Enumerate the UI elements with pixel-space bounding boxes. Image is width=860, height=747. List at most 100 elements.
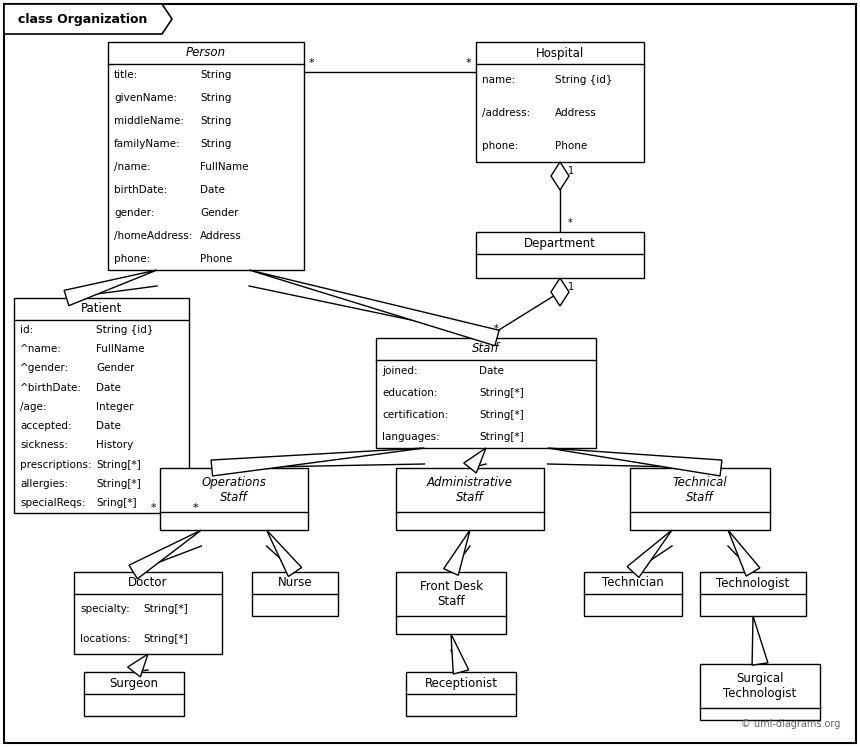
Text: Surgical
Technologist: Surgical Technologist (723, 672, 796, 700)
Text: String: String (200, 117, 231, 126)
Text: ^name:: ^name: (20, 344, 62, 354)
Text: Address: Address (200, 231, 242, 241)
Text: accepted:: accepted: (20, 421, 71, 431)
Text: name:: name: (482, 75, 515, 85)
Polygon shape (127, 654, 148, 677)
Polygon shape (627, 530, 672, 577)
Text: title:: title: (114, 70, 138, 81)
Polygon shape (752, 616, 768, 665)
Text: phone:: phone: (482, 140, 519, 151)
Bar (84, 672, 184, 716)
Text: Phone: Phone (200, 253, 232, 264)
Bar (396, 572, 506, 634)
Text: Technical
Staff: Technical Staff (673, 476, 728, 504)
Text: *: * (193, 503, 199, 513)
Text: Department: Department (524, 237, 596, 249)
Text: 1: 1 (568, 282, 574, 292)
Polygon shape (267, 530, 302, 577)
Polygon shape (464, 448, 486, 473)
Polygon shape (551, 162, 569, 190)
Text: Patient: Patient (81, 303, 122, 315)
Bar (584, 572, 682, 616)
Text: givenName:: givenName: (114, 93, 177, 103)
Text: Administrative
Staff: Administrative Staff (427, 476, 513, 504)
Polygon shape (4, 4, 172, 34)
Text: String[*]: String[*] (144, 634, 188, 644)
Text: String[*]: String[*] (479, 410, 524, 420)
Text: Address: Address (555, 108, 597, 118)
Text: String: String (200, 93, 231, 103)
Text: 1: 1 (568, 166, 574, 176)
Text: Receptionist: Receptionist (425, 677, 497, 689)
Text: FullName: FullName (200, 162, 249, 172)
Text: locations:: locations: (80, 634, 131, 644)
Text: Operations
Staff: Operations Staff (201, 476, 267, 504)
Text: prescriptions:: prescriptions: (20, 459, 92, 470)
Text: String {id}: String {id} (555, 75, 612, 85)
Bar (108, 42, 304, 270)
Text: Date: Date (200, 185, 225, 195)
Bar (700, 664, 820, 720)
Text: Technician: Technician (602, 577, 664, 589)
Text: allergies:: allergies: (20, 479, 68, 489)
Bar (396, 468, 544, 530)
Text: © uml-diagrams.org: © uml-diagrams.org (740, 719, 840, 729)
Text: *: * (465, 58, 471, 68)
Text: id:: id: (20, 325, 34, 335)
Text: specialReqs:: specialReqs: (20, 498, 85, 509)
Bar (14, 298, 189, 513)
Text: education:: education: (382, 388, 438, 398)
Text: joined:: joined: (382, 366, 418, 376)
Polygon shape (451, 634, 469, 674)
Text: *: * (494, 324, 499, 334)
Text: /address:: /address: (482, 108, 531, 118)
Bar (700, 572, 806, 616)
Text: Gender: Gender (96, 363, 135, 374)
Text: Hospital: Hospital (536, 46, 584, 60)
Bar (376, 338, 596, 448)
Text: middleName:: middleName: (114, 117, 184, 126)
Text: *: * (309, 58, 315, 68)
Text: History: History (96, 441, 133, 450)
Text: Gender: Gender (200, 208, 238, 218)
Text: certification:: certification: (382, 410, 448, 420)
Text: Date: Date (96, 382, 121, 393)
Text: Date: Date (96, 421, 121, 431)
Text: Technologist: Technologist (716, 577, 789, 589)
Text: *: * (568, 218, 573, 228)
Text: /age:: /age: (20, 402, 46, 412)
Text: Front Desk
Staff: Front Desk Staff (420, 580, 482, 608)
Text: sickness:: sickness: (20, 441, 68, 450)
Text: gender:: gender: (114, 208, 155, 218)
Polygon shape (211, 448, 424, 476)
Polygon shape (551, 278, 569, 306)
Text: specialty:: specialty: (80, 604, 130, 614)
Text: String[*]: String[*] (479, 388, 524, 398)
Text: Date: Date (479, 366, 504, 376)
Bar (476, 232, 644, 278)
Polygon shape (249, 270, 499, 346)
Text: ^gender:: ^gender: (20, 363, 70, 374)
Polygon shape (64, 270, 157, 306)
Text: *: * (150, 503, 156, 513)
Text: String: String (200, 70, 231, 81)
Bar (252, 572, 338, 616)
Text: /homeAddress:: /homeAddress: (114, 231, 193, 241)
Text: Doctor: Doctor (128, 577, 168, 589)
Text: languages:: languages: (382, 432, 439, 442)
Polygon shape (129, 530, 201, 579)
Text: String[*]: String[*] (96, 459, 141, 470)
Text: Nurse: Nurse (278, 577, 312, 589)
Text: ^birthDate:: ^birthDate: (20, 382, 82, 393)
Text: Surgeon: Surgeon (109, 677, 158, 689)
Bar (406, 672, 516, 716)
Polygon shape (548, 448, 722, 476)
Bar (74, 572, 222, 654)
Text: Staff: Staff (472, 343, 500, 356)
Text: phone:: phone: (114, 253, 150, 264)
Text: String[*]: String[*] (479, 432, 524, 442)
Text: Phone: Phone (555, 140, 587, 151)
Text: /name:: /name: (114, 162, 150, 172)
Text: String {id}: String {id} (96, 325, 154, 335)
Text: String: String (200, 139, 231, 149)
